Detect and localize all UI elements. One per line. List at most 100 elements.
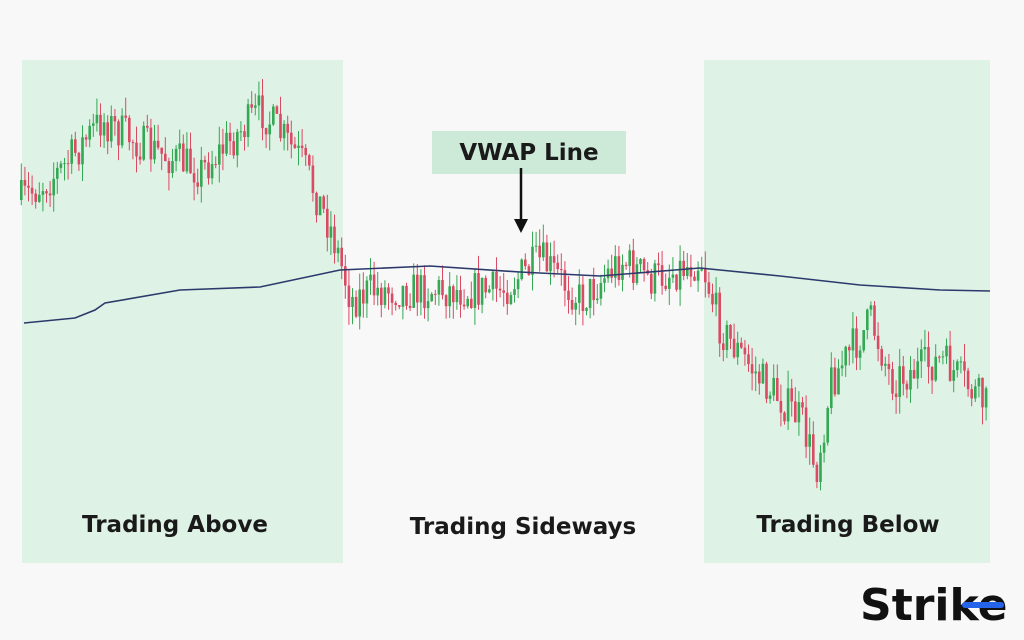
- candle-body: [77, 152, 81, 165]
- candle-body: [581, 284, 585, 312]
- candle-body: [59, 163, 63, 168]
- candle-body: [326, 208, 329, 238]
- candle-body: [707, 282, 711, 294]
- candle-body: [336, 247, 340, 254]
- candle-body: [563, 270, 567, 291]
- candle-body: [448, 286, 451, 307]
- candle-body: [383, 287, 387, 305]
- candle-body: [833, 367, 837, 395]
- candle-body: [506, 292, 509, 304]
- candle-body: [200, 159, 203, 187]
- candle-body: [567, 290, 570, 300]
- candle-body: [527, 266, 531, 275]
- candle-body: [725, 324, 729, 351]
- candle-body: [740, 342, 743, 348]
- candle-body: [884, 363, 887, 366]
- candle-body: [20, 180, 23, 200]
- candle-body: [826, 408, 829, 443]
- candles: [20, 79, 988, 491]
- candle-body: [182, 143, 185, 172]
- candle-body: [390, 293, 394, 303]
- candle-body: [27, 185, 30, 188]
- candle-body: [192, 173, 196, 183]
- candle-body: [794, 401, 797, 423]
- candle-body: [88, 125, 91, 140]
- candle-body: [444, 295, 448, 307]
- candle-body: [452, 286, 455, 303]
- zone-below-panel: [704, 60, 990, 563]
- zone-label: Trading Below: [756, 512, 939, 538]
- candle-body: [218, 144, 221, 165]
- candle-body: [41, 191, 45, 195]
- candle-body: [909, 369, 912, 390]
- candle-body: [516, 279, 520, 290]
- candle-body: [812, 434, 815, 465]
- candle-body: [189, 148, 192, 174]
- candle-body: [660, 265, 664, 286]
- candle-body: [347, 285, 351, 307]
- candle-body: [261, 95, 264, 129]
- candle-body: [815, 464, 819, 482]
- candle-body: [30, 187, 34, 194]
- candle-body: [369, 274, 372, 281]
- candle-body: [315, 192, 318, 216]
- candle-body: [682, 260, 685, 276]
- candle-body: [131, 142, 135, 144]
- candle-body: [156, 140, 160, 148]
- candle-body: [318, 196, 322, 216]
- candle-body: [963, 361, 966, 371]
- candle-body: [689, 266, 693, 277]
- candle-body: [243, 131, 246, 138]
- candle-body: [624, 264, 628, 267]
- candle-body: [758, 371, 761, 384]
- candle-body: [81, 137, 84, 165]
- candle-body: [462, 304, 466, 307]
- candle-body: [498, 288, 502, 291]
- candle-body: [477, 273, 480, 305]
- candle-body: [574, 302, 577, 310]
- candle-body: [617, 256, 621, 280]
- candle-body: [887, 363, 891, 370]
- candle-body: [693, 276, 696, 281]
- candle-body: [941, 356, 945, 358]
- candle-body: [668, 277, 671, 289]
- candle-body: [56, 167, 59, 179]
- candle-body: [556, 262, 559, 270]
- candle-body: [761, 363, 765, 384]
- candle-body: [804, 407, 808, 447]
- candle-body: [232, 141, 235, 156]
- candle-body: [171, 161, 174, 174]
- candle-body: [657, 263, 660, 266]
- candle-body: [711, 293, 714, 305]
- candle-body: [876, 335, 880, 350]
- candle-body: [923, 347, 927, 350]
- candle-body: [599, 282, 603, 299]
- candle-body: [203, 159, 207, 163]
- candle-body: [264, 128, 268, 135]
- logo-accent: [962, 602, 1004, 608]
- candle-body: [560, 269, 563, 271]
- candle-body: [513, 289, 516, 295]
- candle-body: [664, 285, 667, 289]
- candle-body: [549, 256, 552, 272]
- callout-box: [432, 131, 626, 174]
- candle-body: [768, 395, 772, 399]
- candle-body: [520, 259, 523, 280]
- candle-body: [38, 194, 41, 202]
- candle-body: [178, 143, 181, 149]
- candle-body: [167, 161, 171, 174]
- candle-body: [257, 95, 261, 106]
- candle-body: [534, 245, 538, 247]
- candle-body: [455, 290, 459, 303]
- candle-body: [430, 293, 433, 302]
- candle-body: [52, 178, 55, 196]
- candle-body: [732, 338, 736, 358]
- candle-body: [250, 104, 253, 108]
- candle-body: [329, 226, 333, 238]
- candle-body: [358, 289, 361, 317]
- candle-body: [185, 148, 189, 172]
- candle-body: [95, 114, 99, 124]
- candle-body: [786, 388, 790, 422]
- candle-body: [790, 388, 793, 402]
- candle-body: [376, 287, 379, 296]
